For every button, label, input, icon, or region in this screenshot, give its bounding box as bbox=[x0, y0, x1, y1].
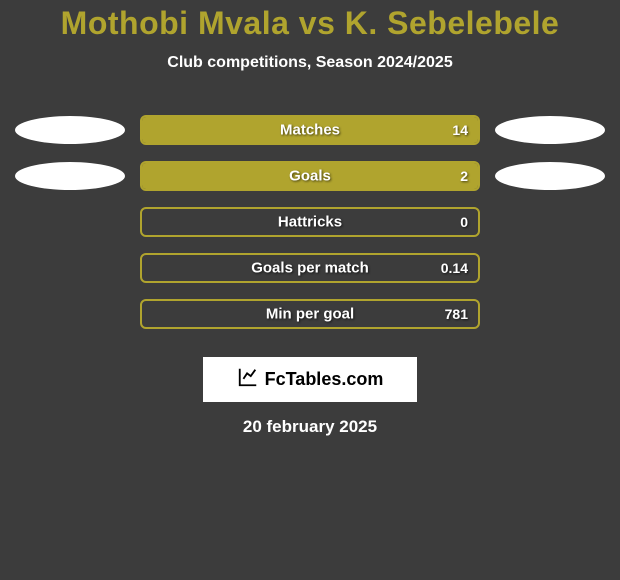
footer-logo[interactable]: FcTables.com bbox=[203, 357, 417, 402]
stat-bar: Matches 14 bbox=[140, 115, 480, 145]
stat-bar: Goals 2 bbox=[140, 161, 480, 191]
stats-area: Matches 14 Goals 2 Hattricks 0 bbox=[0, 107, 620, 337]
stat-row: Min per goal 781 bbox=[10, 291, 610, 337]
stat-value: 0.14 bbox=[441, 260, 468, 276]
stat-value: 14 bbox=[452, 122, 468, 138]
main-container: Mothobi Mvala vs K. Sebelebele Club comp… bbox=[0, 0, 620, 437]
stat-label: Hattricks bbox=[278, 214, 342, 231]
stat-value: 781 bbox=[445, 306, 468, 322]
chart-icon bbox=[237, 366, 259, 393]
stat-label: Matches bbox=[280, 122, 340, 139]
stat-label: Goals per match bbox=[251, 260, 369, 277]
stat-label: Goals bbox=[289, 168, 331, 185]
player-left-marker bbox=[15, 116, 125, 144]
stat-row: Matches 14 bbox=[10, 107, 610, 153]
stat-bar: Goals per match 0.14 bbox=[140, 253, 480, 283]
stat-label: Min per goal bbox=[266, 306, 354, 323]
stat-row: Goals 2 bbox=[10, 153, 610, 199]
stat-row: Goals per match 0.14 bbox=[10, 245, 610, 291]
date-text: 20 february 2025 bbox=[0, 417, 620, 437]
player-right-marker bbox=[495, 116, 605, 144]
footer-logo-text: FcTables.com bbox=[265, 369, 384, 390]
player-left-marker bbox=[15, 162, 125, 190]
stat-bar: Min per goal 781 bbox=[140, 299, 480, 329]
stat-value: 0 bbox=[460, 214, 468, 230]
stat-row: Hattricks 0 bbox=[10, 199, 610, 245]
stat-bar: Hattricks 0 bbox=[140, 207, 480, 237]
page-title: Mothobi Mvala vs K. Sebelebele bbox=[0, 5, 620, 42]
subtitle: Club competitions, Season 2024/2025 bbox=[0, 54, 620, 72]
player-right-marker bbox=[495, 162, 605, 190]
stat-value: 2 bbox=[460, 168, 468, 184]
